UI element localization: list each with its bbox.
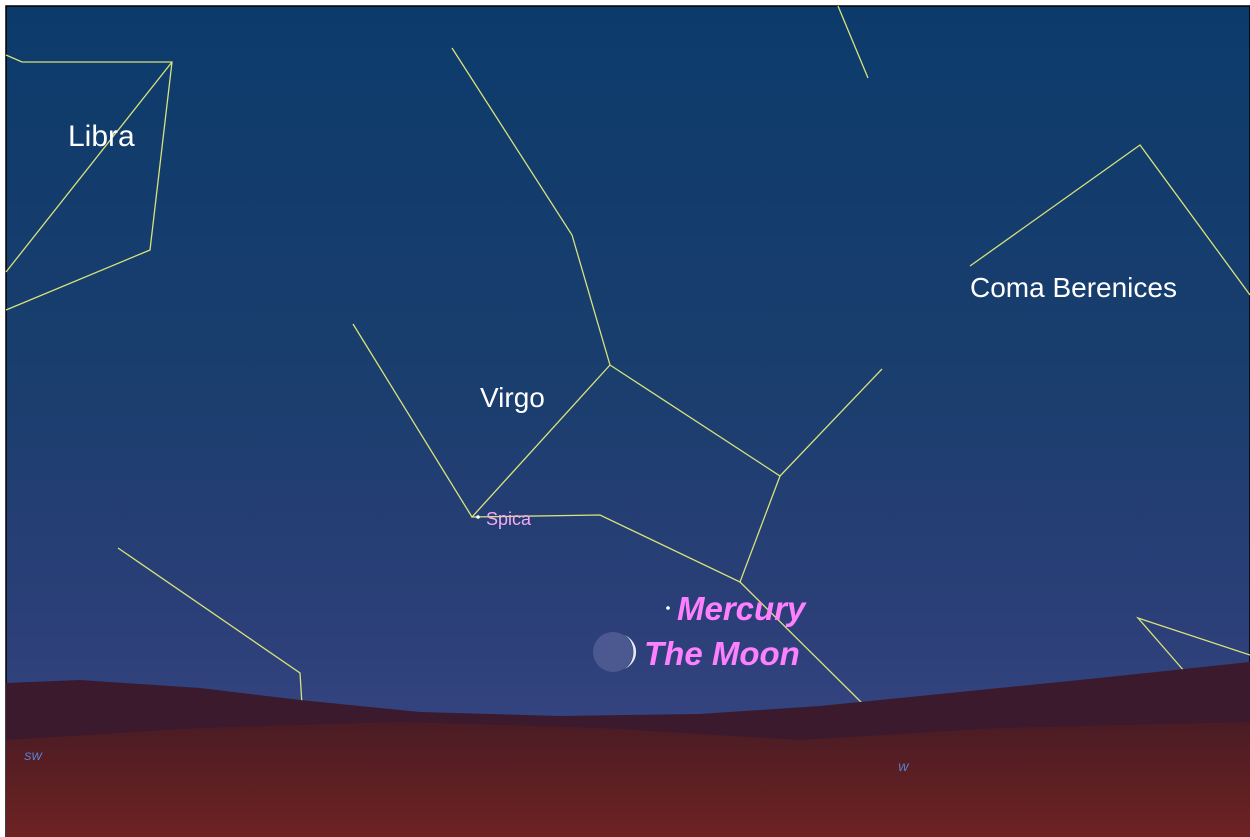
constellation-label: Libra xyxy=(68,120,135,153)
ground xyxy=(6,722,1250,837)
compass-label: SW xyxy=(24,751,43,763)
constellation-label: Virgo xyxy=(480,382,545,413)
compass-label: W xyxy=(898,762,910,774)
star-label: Spica xyxy=(486,509,532,529)
sky-view: Libra Virgo Coma Berenices Spica Mercury… xyxy=(0,0,1250,837)
planet-label: The Moon xyxy=(644,635,800,672)
moon-disc xyxy=(593,632,633,672)
page: Libra Virgo Coma Berenices Spica Mercury… xyxy=(0,0,1250,837)
planet-label: Mercury xyxy=(677,590,807,627)
spica-dot xyxy=(476,515,480,519)
mercury-dot xyxy=(666,606,670,610)
constellation-label: Coma Berenices xyxy=(970,272,1177,303)
